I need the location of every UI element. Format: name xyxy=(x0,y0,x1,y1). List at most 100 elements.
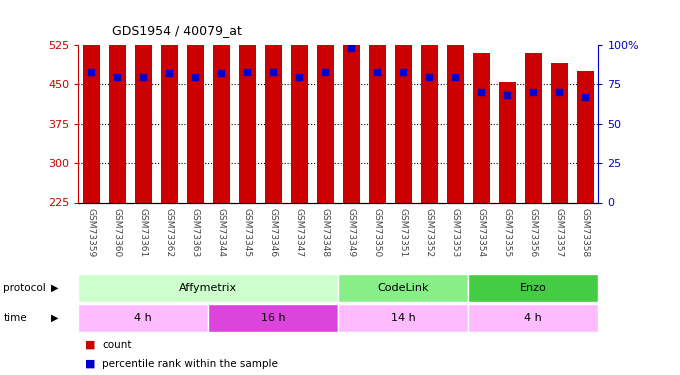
Bar xyxy=(109,8,126,202)
Bar xyxy=(343,0,360,202)
Text: 4 h: 4 h xyxy=(135,313,152,323)
Point xyxy=(554,89,565,95)
Bar xyxy=(239,95,256,321)
Bar xyxy=(525,53,542,202)
Text: GSM73346: GSM73346 xyxy=(269,208,277,257)
Bar xyxy=(395,0,412,202)
Text: GSM73363: GSM73363 xyxy=(191,208,200,258)
Text: ■: ■ xyxy=(85,340,99,350)
Bar xyxy=(421,113,438,321)
Bar xyxy=(473,53,490,202)
Bar xyxy=(239,0,256,202)
Point xyxy=(268,69,279,75)
Point xyxy=(424,74,435,80)
Bar xyxy=(421,0,438,202)
Text: time: time xyxy=(3,313,27,323)
Bar xyxy=(338,274,469,302)
Bar xyxy=(499,200,516,321)
Text: GSM73361: GSM73361 xyxy=(139,208,148,258)
Point xyxy=(398,69,409,75)
Point xyxy=(476,89,487,95)
Text: GSM73347: GSM73347 xyxy=(295,208,304,257)
Text: Affymetrix: Affymetrix xyxy=(180,283,237,293)
Text: count: count xyxy=(102,340,131,350)
Bar xyxy=(369,111,386,321)
Bar xyxy=(265,87,282,321)
Bar xyxy=(291,0,308,202)
Bar xyxy=(577,189,594,321)
Point xyxy=(112,74,122,80)
Text: GSM73344: GSM73344 xyxy=(217,208,226,257)
Text: GSM73355: GSM73355 xyxy=(503,208,512,258)
Text: GSM73352: GSM73352 xyxy=(425,208,434,257)
Bar xyxy=(447,8,464,202)
Bar xyxy=(473,171,490,321)
Text: 14 h: 14 h xyxy=(391,313,415,323)
Bar xyxy=(395,113,412,321)
Text: GSM73362: GSM73362 xyxy=(165,208,173,257)
Point xyxy=(346,45,357,51)
Bar xyxy=(317,0,334,202)
Point xyxy=(190,74,201,80)
Point xyxy=(242,69,253,75)
Point xyxy=(580,94,591,100)
Text: 16 h: 16 h xyxy=(261,313,286,323)
Text: GSM73356: GSM73356 xyxy=(529,208,538,258)
Text: protocol: protocol xyxy=(3,283,46,293)
Bar xyxy=(160,0,177,202)
Text: GSM73345: GSM73345 xyxy=(243,208,252,257)
Point xyxy=(216,70,226,76)
Bar xyxy=(187,113,204,321)
Bar xyxy=(291,113,308,321)
Bar xyxy=(135,8,152,202)
Bar xyxy=(83,0,100,202)
Text: ▶: ▶ xyxy=(51,313,58,323)
Point xyxy=(502,92,513,98)
Bar xyxy=(317,113,334,321)
Point xyxy=(372,69,383,75)
Bar xyxy=(78,304,208,332)
Text: GSM73353: GSM73353 xyxy=(451,208,460,258)
Text: GSM73359: GSM73359 xyxy=(87,208,96,258)
Bar xyxy=(78,274,338,302)
Point xyxy=(294,74,305,80)
Text: GDS1954 / 40079_at: GDS1954 / 40079_at xyxy=(112,24,242,38)
Text: GSM73358: GSM73358 xyxy=(581,208,590,258)
Text: 4 h: 4 h xyxy=(524,313,542,323)
Bar xyxy=(213,95,230,321)
Bar xyxy=(187,0,204,202)
Bar xyxy=(369,0,386,202)
Point xyxy=(164,70,175,76)
Bar xyxy=(577,71,594,202)
Text: GSM73348: GSM73348 xyxy=(321,208,330,257)
Text: ■: ■ xyxy=(85,359,99,369)
Bar xyxy=(447,126,464,321)
Point xyxy=(86,69,97,75)
Text: CodeLink: CodeLink xyxy=(377,283,429,293)
Text: ▶: ▶ xyxy=(51,283,58,293)
Bar xyxy=(208,304,338,332)
Text: GSM73360: GSM73360 xyxy=(113,208,122,258)
Text: GSM73351: GSM73351 xyxy=(399,208,408,258)
Text: GSM73357: GSM73357 xyxy=(555,208,564,258)
Text: GSM73349: GSM73349 xyxy=(347,208,356,257)
Bar xyxy=(551,182,568,321)
Bar xyxy=(135,126,152,321)
Bar xyxy=(499,82,516,203)
Text: GSM73354: GSM73354 xyxy=(477,208,486,257)
Point xyxy=(450,74,461,80)
Bar xyxy=(343,53,360,321)
Bar xyxy=(551,63,568,202)
Bar xyxy=(265,0,282,202)
Text: percentile rank within the sample: percentile rank within the sample xyxy=(102,359,278,369)
Point xyxy=(138,74,149,80)
Bar xyxy=(525,171,542,321)
Point xyxy=(528,89,539,95)
Bar xyxy=(109,126,126,321)
Bar xyxy=(338,304,469,332)
Text: Enzo: Enzo xyxy=(520,283,547,293)
Bar xyxy=(83,105,100,321)
Bar xyxy=(469,304,598,332)
Point xyxy=(320,69,330,75)
Bar xyxy=(213,0,230,202)
